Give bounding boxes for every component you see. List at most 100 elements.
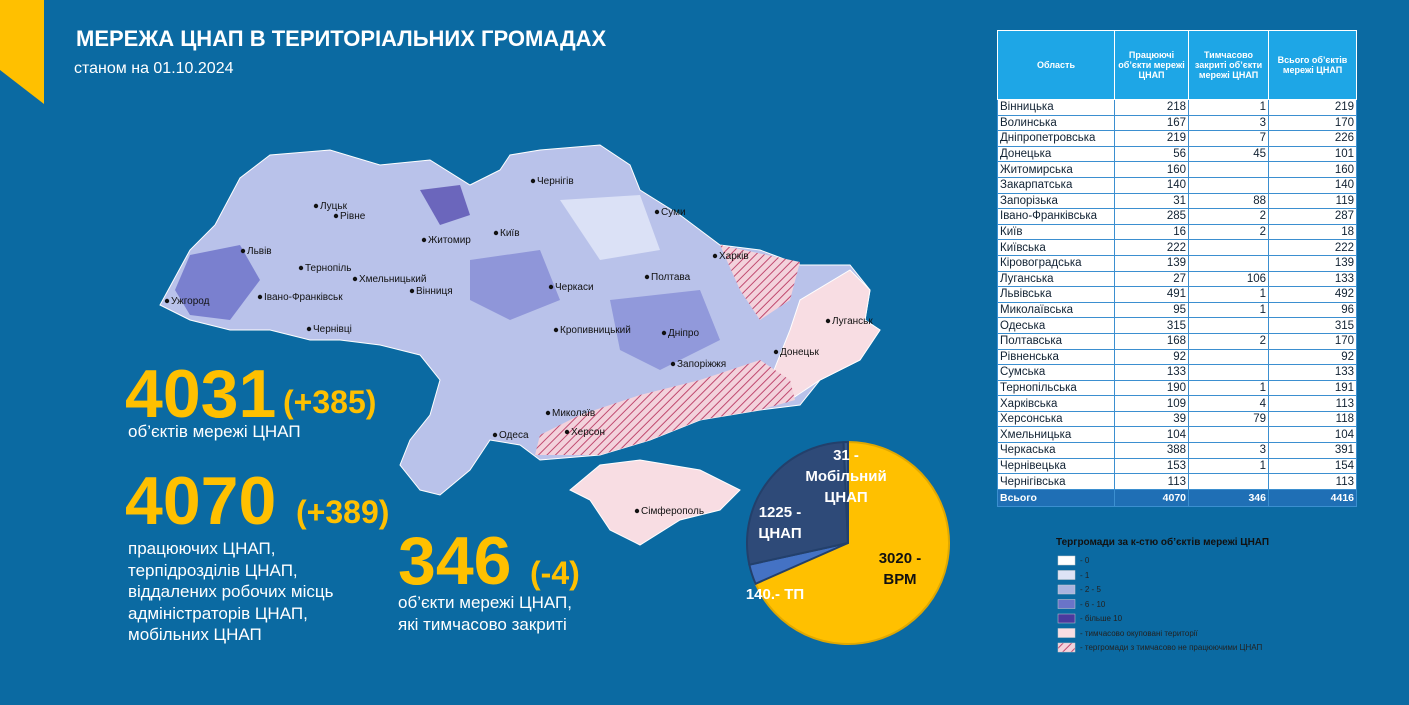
legend-label: - 1 bbox=[1080, 570, 1090, 580]
table-cell: Чернівецька bbox=[997, 457, 1115, 475]
table-cell: 95 bbox=[1114, 301, 1189, 319]
pie-slice bbox=[842, 440, 849, 544]
city-dot bbox=[352, 276, 358, 282]
table-cell: Київ bbox=[997, 223, 1115, 241]
table-cell: 106 bbox=[1188, 270, 1269, 288]
city-dot bbox=[530, 178, 536, 184]
table-cell: 140 bbox=[1114, 176, 1189, 194]
city-dot bbox=[164, 298, 170, 304]
map-region bbox=[175, 245, 260, 320]
legend-label: - тергромади з тимчасово не працюючими Ц… bbox=[1080, 643, 1263, 652]
table: Область Працюючі об’єкти мережі ЦНАП Тимча… bbox=[997, 30, 1357, 507]
table-cell: 492 bbox=[1268, 286, 1357, 303]
table-total-row: Всього 4070 346 4416 bbox=[997, 488, 1357, 507]
table-cell: 133 bbox=[1114, 364, 1189, 381]
table-cell bbox=[1188, 426, 1269, 444]
legend-swatch bbox=[1057, 570, 1076, 580]
table-header: Область Працюючі об’єкти мережі ЦНАП Тимча… bbox=[997, 30, 1357, 100]
city-label: Харків bbox=[719, 251, 749, 262]
map-territory bbox=[159, 144, 881, 496]
table-cell: 118 bbox=[1268, 410, 1357, 428]
table-cell: Львівська bbox=[997, 286, 1115, 303]
table-cell: Черкаська bbox=[997, 442, 1115, 459]
table-cell: 160 bbox=[1268, 161, 1357, 178]
table-row: Тернопільська 190 1 191 bbox=[997, 379, 1357, 397]
city-label: Миколаїв bbox=[552, 408, 595, 419]
table-cell: 3 bbox=[1188, 442, 1269, 459]
table-row: Полтавська 168 2 170 bbox=[997, 332, 1357, 350]
table-cell: 1 bbox=[1188, 457, 1269, 475]
table-cell: 167 bbox=[1114, 114, 1189, 132]
city-dot bbox=[421, 237, 427, 243]
table-cell: Вінницька bbox=[997, 99, 1115, 116]
pie-chart bbox=[746, 440, 950, 645]
table-row: Закарпатська 140 140 bbox=[997, 176, 1357, 194]
table-row: Житомирська 160 160 bbox=[997, 161, 1357, 178]
map-crimea bbox=[569, 459, 741, 546]
table-cell bbox=[1188, 317, 1269, 334]
table-cell: 109 bbox=[1114, 395, 1189, 412]
table-cell: 104 bbox=[1114, 426, 1189, 444]
table-cell: 219 bbox=[1114, 130, 1189, 147]
table-row: Дніпропетровська 219 7 226 bbox=[997, 130, 1357, 147]
header-cell: Область bbox=[997, 30, 1115, 100]
table-cell: 219 bbox=[1268, 99, 1357, 116]
pie-label: 3020 - ВРМ bbox=[878, 550, 922, 588]
city-label: Донецьк bbox=[780, 347, 819, 358]
table-cell: Тернопільська bbox=[997, 379, 1115, 397]
table-cell: 133 bbox=[1268, 270, 1357, 288]
city-label: Київ bbox=[500, 228, 520, 239]
table-cell: 101 bbox=[1268, 145, 1357, 163]
city-dot bbox=[409, 288, 415, 294]
city-dot bbox=[313, 203, 319, 209]
stat-text: які тимчасово закриті bbox=[398, 614, 567, 634]
table-cell: 4070 bbox=[1114, 488, 1189, 507]
city-label: Херсон bbox=[571, 427, 605, 438]
table-cell bbox=[1188, 161, 1269, 178]
city-label: Луганськ bbox=[832, 316, 873, 327]
legend-label: - більше 10 bbox=[1080, 614, 1123, 623]
stat-text: терпідрозділів ЦНАП, bbox=[128, 560, 298, 580]
table-row: Кіровоградська 139 139 bbox=[997, 254, 1357, 272]
city-dot bbox=[654, 209, 660, 215]
pie-label: 140.- ТП bbox=[745, 586, 805, 603]
city-label: Луцьк bbox=[320, 201, 348, 212]
table-cell: Закарпатська bbox=[997, 176, 1115, 194]
pie-label: 1225 - ЦНАП bbox=[758, 504, 802, 542]
table-cell: Харківська bbox=[997, 395, 1115, 412]
city-label: Сімферополь bbox=[641, 505, 704, 517]
stat-change: (+385) bbox=[283, 384, 377, 420]
table-cell: 491 bbox=[1114, 286, 1189, 303]
legend bbox=[1057, 555, 1076, 653]
table-row: Київська 222 222 bbox=[997, 239, 1357, 256]
city-dot bbox=[670, 361, 676, 367]
table-cell bbox=[1188, 254, 1269, 272]
table-cell: 31 bbox=[1114, 192, 1189, 210]
stat-text: працюючих ЦНАП, bbox=[128, 539, 276, 558]
city-dot bbox=[712, 253, 718, 259]
legend-swatch bbox=[1057, 642, 1076, 653]
table-row: Луганська 27 106 133 bbox=[997, 270, 1357, 288]
city-label: Суми bbox=[661, 207, 686, 218]
table-cell: 140 bbox=[1268, 176, 1357, 194]
table-cell: 79 bbox=[1188, 410, 1269, 428]
table-cell: 113 bbox=[1268, 473, 1357, 490]
table-cell: 119 bbox=[1268, 192, 1357, 210]
city-dot bbox=[545, 410, 551, 416]
table-cell: 170 bbox=[1268, 114, 1357, 132]
table-cell: 133 bbox=[1268, 364, 1357, 381]
table-cell bbox=[1188, 364, 1269, 381]
table-cell: 45 bbox=[1188, 145, 1269, 163]
legend-label: - 2 - 5 bbox=[1080, 585, 1101, 594]
stat-change: (-4) bbox=[530, 555, 580, 591]
table-row: Миколаївська 95 1 96 bbox=[997, 301, 1357, 319]
table-row: Київ 16 2 18 bbox=[997, 223, 1357, 241]
table-cell: 222 bbox=[1268, 239, 1357, 256]
table-cell bbox=[1188, 239, 1269, 256]
city-dot bbox=[333, 213, 339, 219]
table-cell: 2 bbox=[1188, 208, 1269, 225]
city-label: Полтава bbox=[651, 272, 691, 283]
